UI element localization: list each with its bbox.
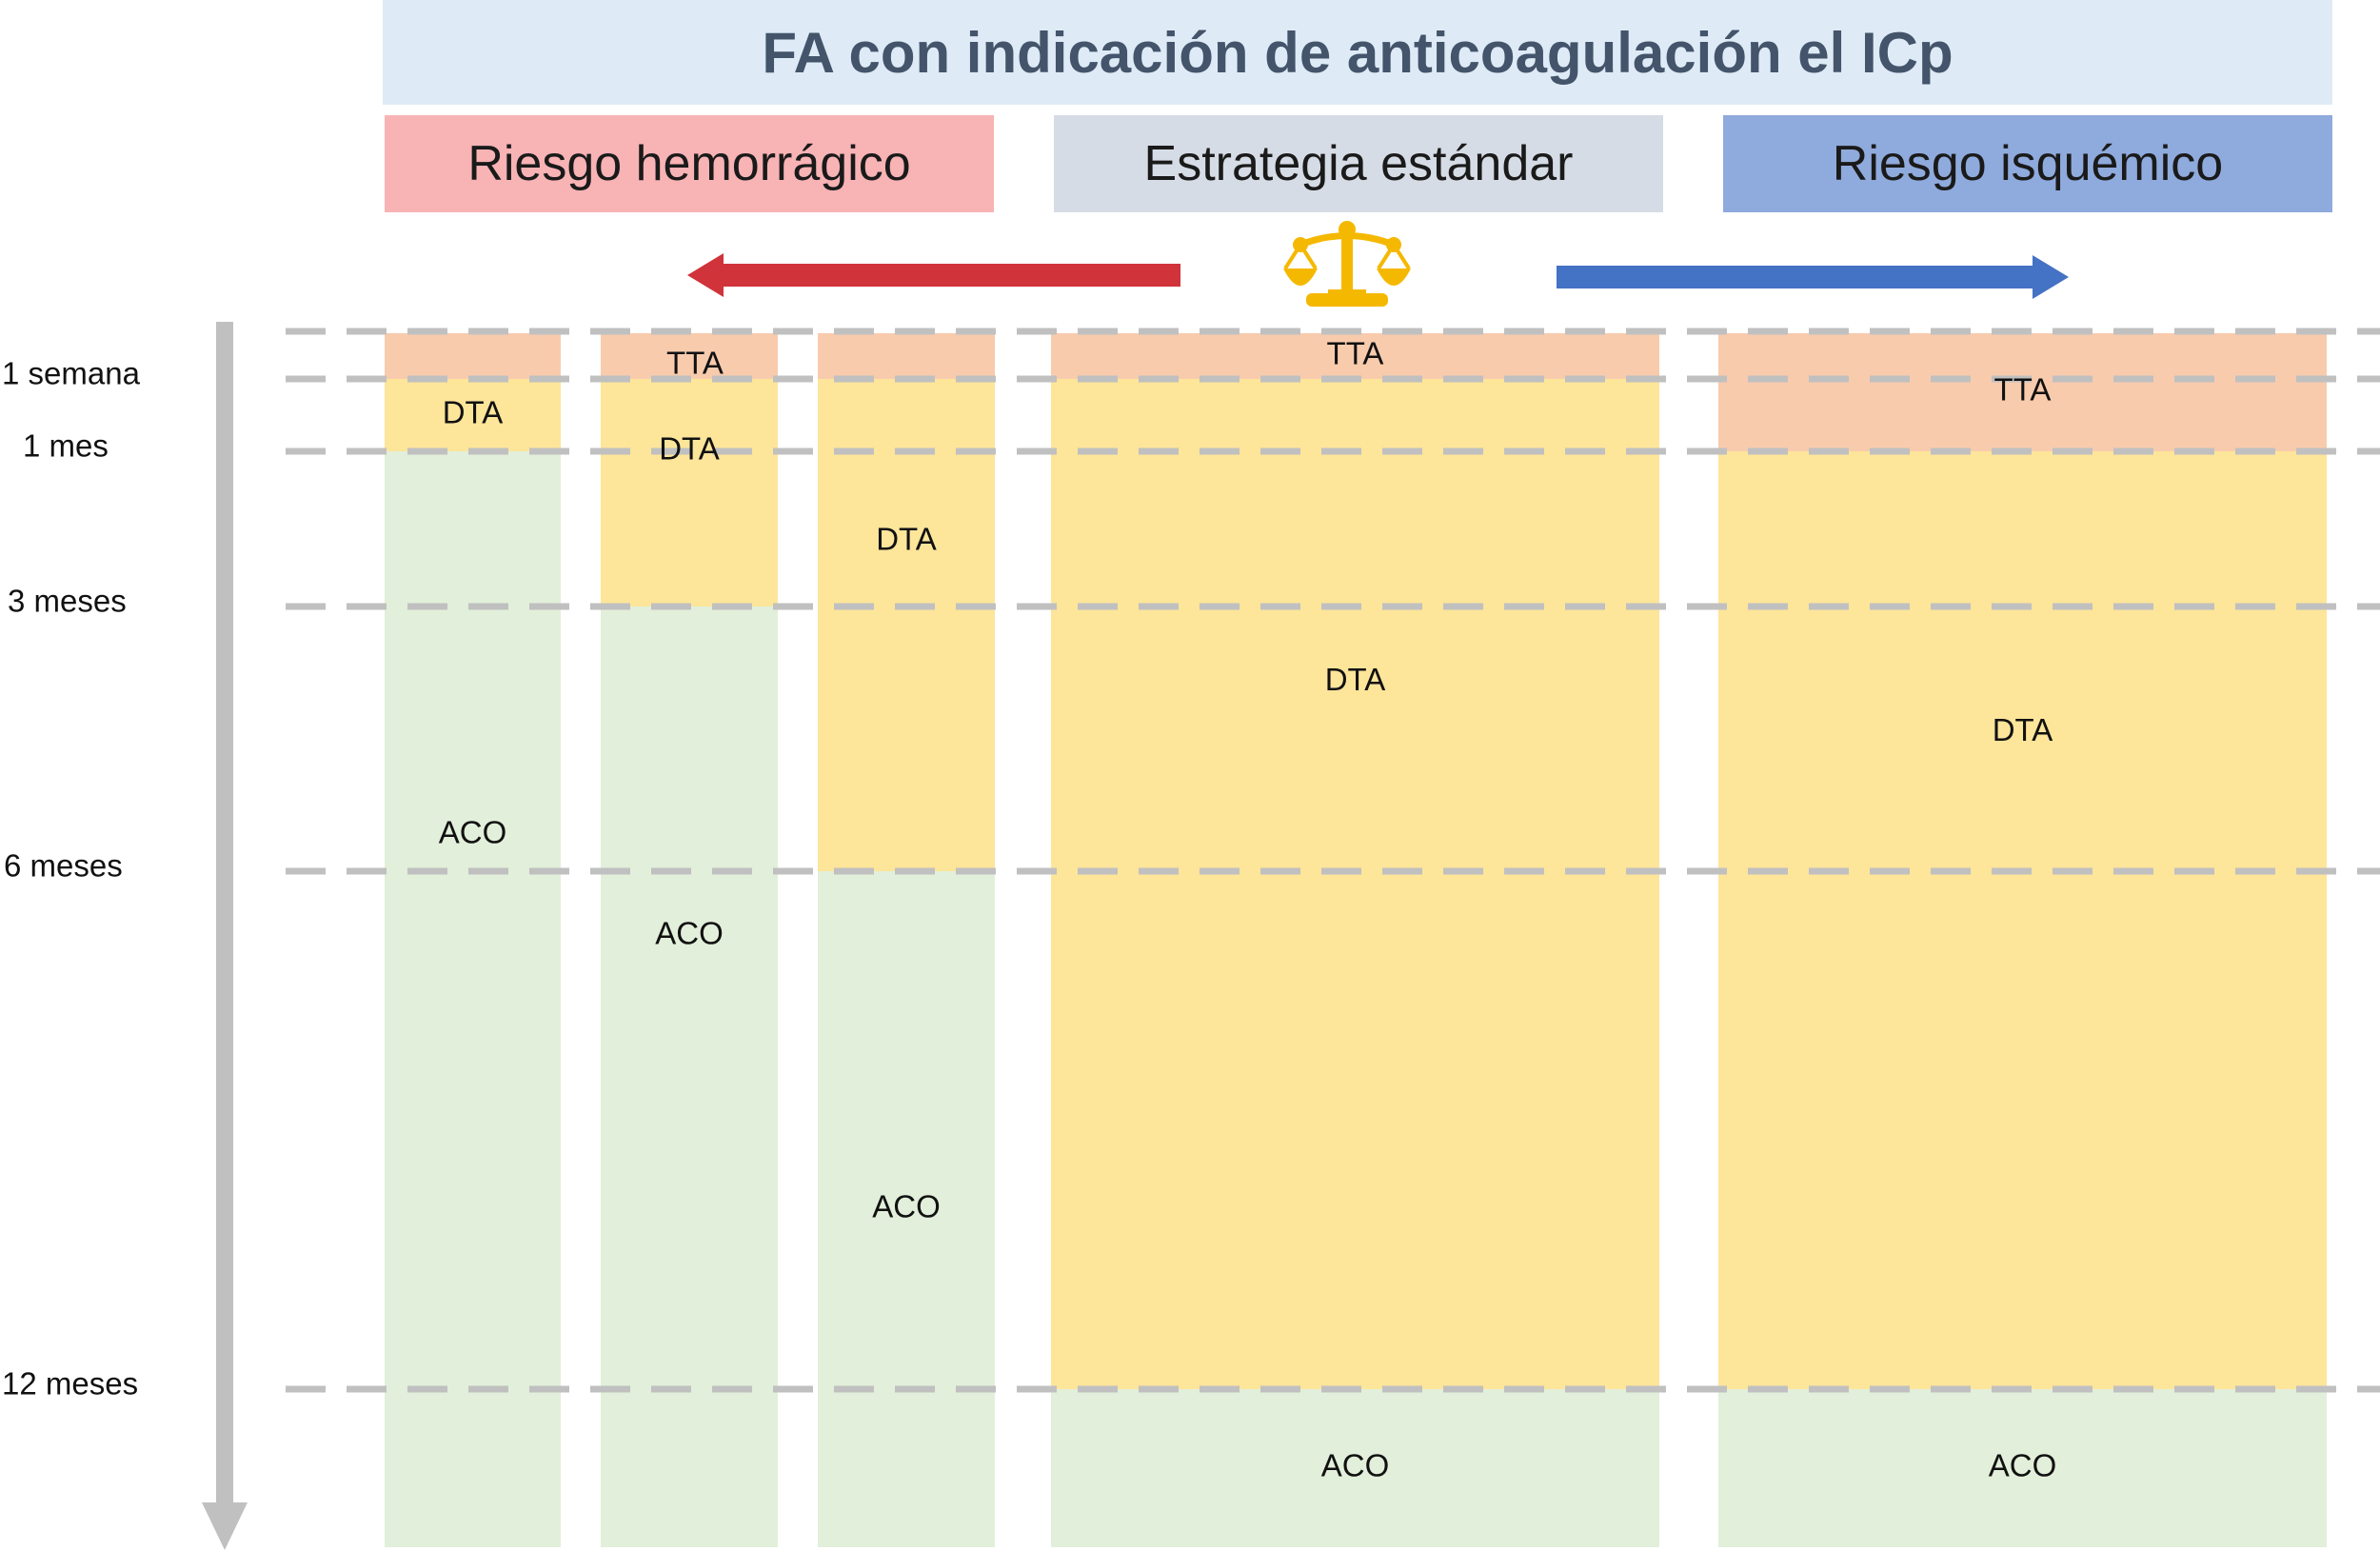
label-standard-aco: ACO xyxy=(1321,1448,1390,1483)
segment-standard-aco xyxy=(1051,1389,1659,1547)
segment-bleeding-2-dta xyxy=(601,379,778,606)
label-bleeding-2-aco: ACO xyxy=(655,916,724,951)
segment-bleeding-1-tta xyxy=(385,333,561,379)
label-standard-dta: DTA xyxy=(1325,662,1386,697)
time-gridlines xyxy=(286,328,2380,1393)
segment-ischemic-aco xyxy=(1718,1389,2327,1547)
segment-ischemic-dta xyxy=(1718,451,2327,1389)
segment-standard-dta xyxy=(1051,379,1659,1389)
label-ischemic-dta: DTA xyxy=(1993,712,2053,747)
label-ischemic-aco: ACO xyxy=(1989,1448,2057,1483)
timeline-arrow xyxy=(202,322,248,1550)
segment-bleeding-3-dta xyxy=(818,379,995,871)
arrow-left-bleeding xyxy=(687,253,1180,297)
segment-bleeding-1-dta xyxy=(385,379,561,451)
segment-standard-tta xyxy=(1051,333,1659,379)
category-bleeding-risk: Riesgo hemorrágico xyxy=(385,115,994,212)
label-bleeding-1-dta: DTA xyxy=(443,395,504,430)
label-bleeding-1-aco: ACO xyxy=(439,815,507,850)
segment-bleeding-3-aco xyxy=(818,871,995,1547)
segment-ischemic-tta xyxy=(1718,333,2327,451)
label-ischemic-tta: TTA xyxy=(1994,372,2052,408)
balance-scale-icon xyxy=(1283,221,1411,307)
therapy-labels: DTA ACO DTA ACO DTA ACO TTA DTA ACO TTA DTA ACO TTA xyxy=(439,336,2057,1483)
label-bleeding-group-tta: TTA xyxy=(666,346,724,381)
category-ischemic-risk: Riesgo isquémico xyxy=(1723,115,2332,212)
tick-label: 12 meses xyxy=(2,1366,138,1402)
category-standard-strategy: Estrategia estándar xyxy=(1054,115,1663,212)
label-standard-tta: TTA xyxy=(1327,336,1384,371)
segment-bleeding-2-tta xyxy=(601,333,778,379)
tick-label: 6 meses xyxy=(4,848,123,884)
label-bleeding-2-dta: DTA xyxy=(659,431,720,467)
label-bleeding-3-aco: ACO xyxy=(872,1189,941,1224)
tick-label: 1 semana xyxy=(2,356,141,391)
arrow-right-ischemic xyxy=(1557,255,2069,299)
tick-label: 3 meses xyxy=(8,584,127,619)
tick-label: 1 mes xyxy=(23,428,109,464)
segment-bleeding-2-aco xyxy=(601,606,778,1547)
time-tick-labels: 1 semana 1 mes 3 meses 6 meses 12 meses xyxy=(2,356,141,1402)
diagram-title: FA con indicación de anticoagulación el … xyxy=(383,0,2332,105)
label-bleeding-3-dta: DTA xyxy=(876,521,937,556)
segment-bleeding-1-aco xyxy=(385,451,561,1547)
segment-bleeding-3-tta xyxy=(818,333,995,379)
